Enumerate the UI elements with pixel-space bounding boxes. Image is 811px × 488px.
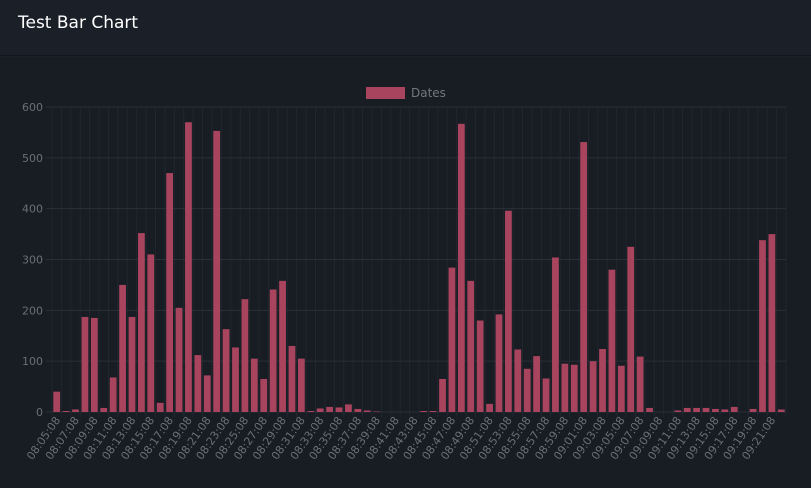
bar-08:25:08[interactable] xyxy=(241,299,249,412)
bar-09:22:08[interactable] xyxy=(777,409,785,412)
bar-08:11:08[interactable] xyxy=(109,377,117,412)
legend-swatch[interactable] xyxy=(366,87,405,99)
bar-08:13:08[interactable] xyxy=(128,316,136,412)
bar-09:12:08[interactable] xyxy=(683,407,691,412)
bar-08:34:08[interactable] xyxy=(326,406,333,412)
bar-08:24:08[interactable] xyxy=(232,347,239,412)
bar-08:14:08[interactable] xyxy=(138,233,145,412)
bar-08:27:08[interactable] xyxy=(260,378,268,412)
bar-09:17:08[interactable] xyxy=(730,406,738,412)
bar-08:52:08[interactable] xyxy=(495,314,503,412)
bar-09:04:08[interactable] xyxy=(608,269,616,412)
bar-08:07:08[interactable] xyxy=(72,409,79,412)
bar-09:16:08[interactable] xyxy=(721,409,729,412)
bar-08:57:08[interactable] xyxy=(542,378,550,412)
bar-08:05:08[interactable] xyxy=(53,391,61,412)
chart-panel: 0 100 200 300 400 500 600 08:05:08 08:07:08 08:0… xyxy=(0,57,811,488)
bar-09:07:08[interactable] xyxy=(636,356,644,412)
bar-08:59:08[interactable] xyxy=(561,363,569,412)
bar-08:32:08[interactable] xyxy=(307,410,315,412)
bar-08:56:08[interactable] xyxy=(533,356,541,412)
bar-09:14:08[interactable] xyxy=(702,407,710,412)
bar-08:39:08[interactable] xyxy=(373,411,381,412)
bar-08:45:08[interactable] xyxy=(429,410,437,412)
y-tick-label: 200 xyxy=(22,304,43,317)
bar-09:20:08[interactable] xyxy=(759,240,766,412)
bar-08:15:08[interactable] xyxy=(147,254,155,412)
y-tick-label: 400 xyxy=(22,203,43,216)
bar-08:22:08[interactable] xyxy=(213,130,221,412)
bar-08:50:08[interactable] xyxy=(476,320,484,413)
bar-08:31:08[interactable] xyxy=(297,358,305,412)
y-tick-label: 100 xyxy=(22,355,43,368)
bar-09:19:08[interactable] xyxy=(749,408,757,412)
bar-08:17:08[interactable] xyxy=(166,173,174,412)
bar-09:13:08[interactable] xyxy=(693,407,700,412)
bar-09:21:08[interactable] xyxy=(768,234,776,412)
bar-08:38:08[interactable] xyxy=(363,410,371,412)
bar-08:55:08[interactable] xyxy=(523,368,531,412)
bar-08:33:08[interactable] xyxy=(316,408,324,412)
bar-08:29:08[interactable] xyxy=(279,280,286,412)
bar-chart: 0 100 200 300 400 500 600 08:05:0808:07:0808:0… xyxy=(22,86,787,462)
bar-08:37:08[interactable] xyxy=(354,408,362,412)
bar-09:00:08[interactable] xyxy=(570,364,578,412)
bar-08:47:08[interactable] xyxy=(448,267,456,412)
bar-08:08:08[interactable] xyxy=(81,316,89,412)
bar-08:10:08[interactable] xyxy=(100,407,108,412)
bar-08:36:08[interactable] xyxy=(345,404,352,412)
bar-09:02:08[interactable] xyxy=(589,361,597,412)
bar-09:03:08[interactable] xyxy=(599,348,606,412)
bar-09:11:08[interactable] xyxy=(674,410,682,412)
bar-09:15:08[interactable] xyxy=(712,408,719,412)
bar-08:35:08[interactable] xyxy=(335,407,343,412)
bar-08:28:08[interactable] xyxy=(269,289,277,412)
bar-08:26:08[interactable] xyxy=(250,358,258,412)
y-tick-label: 300 xyxy=(22,254,43,267)
bar-08:46:08[interactable] xyxy=(439,378,446,412)
legend[interactable]: Dates xyxy=(366,86,446,100)
bar-08:49:08[interactable] xyxy=(467,280,475,412)
bar-08:48:08[interactable] xyxy=(457,123,465,413)
bar-series xyxy=(53,122,785,413)
bar-08:16:08[interactable] xyxy=(156,402,164,412)
bar-08:06:08[interactable] xyxy=(62,410,70,412)
bar-08:44:08[interactable] xyxy=(420,410,428,412)
bar-08:23:08[interactable] xyxy=(222,329,230,412)
bar-08:54:08[interactable] xyxy=(514,349,522,412)
bar-08:53:08[interactable] xyxy=(505,210,512,412)
bar-09:08:08[interactable] xyxy=(646,407,653,412)
bar-09:05:08[interactable] xyxy=(617,365,625,412)
bar-08:30:08[interactable] xyxy=(288,345,296,412)
bar-08:12:08[interactable] xyxy=(119,284,126,412)
bar-08:19:08[interactable] xyxy=(185,122,192,412)
y-tick-label: 500 xyxy=(22,152,43,165)
header: Test Bar Chart xyxy=(0,0,811,56)
bar-08:20:08[interactable] xyxy=(194,355,202,412)
bar-08:51:08[interactable] xyxy=(486,403,493,412)
legend-label[interactable]: Dates xyxy=(411,86,446,100)
bar-09:01:08[interactable] xyxy=(580,142,588,412)
bar-08:09:08[interactable] xyxy=(90,317,98,412)
x-axis-ticks: 08:05:0808:07:0808:09:0808:11:0808:13:08… xyxy=(24,414,778,462)
page-title: Test Bar Chart xyxy=(18,13,139,33)
bar-08:58:08[interactable] xyxy=(552,257,559,412)
y-tick-label: 0 xyxy=(36,406,43,419)
y-tick-label: 600 xyxy=(22,101,43,114)
bar-09:06:08[interactable] xyxy=(627,246,635,412)
bar-08:21:08[interactable] xyxy=(203,375,211,412)
bar-08:18:08[interactable] xyxy=(175,307,183,412)
grid-lines xyxy=(46,106,787,417)
y-axis-ticks: 0 100 200 300 400 500 600 xyxy=(22,101,43,419)
